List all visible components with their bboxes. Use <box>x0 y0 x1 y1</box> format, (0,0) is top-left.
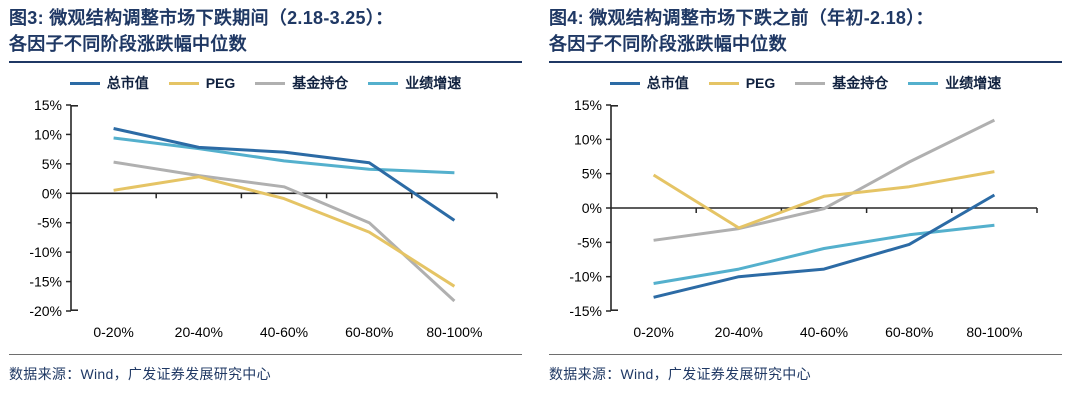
legend-item-peg: PEG <box>168 75 236 91</box>
svg-text:-5%: -5% <box>577 234 602 250</box>
svg-text:0-20%: 0-20% <box>93 324 133 340</box>
figure4-panel: 图4: 微观结构调整市场下跌之前（年初-2.18）： 各因子不同阶段涨跌幅中位数… <box>540 0 1080 405</box>
legend-item-market-cap: 总市值 <box>69 73 149 93</box>
figure3-title-line1: 图3: 微观结构调整市场下跌期间（2.18-3.25）： <box>9 8 394 28</box>
svg-text:40-60%: 40-60% <box>800 324 848 340</box>
market-cap-line-swatch <box>609 81 640 85</box>
svg-text:60-80%: 60-80% <box>345 324 393 340</box>
legend-label-fund-holding: 基金持仓 <box>832 75 889 91</box>
figure3-title: 图3: 微观结构调整市场下跌期间（2.18-3.25）： 各因子不同阶段涨跌幅中… <box>9 5 522 63</box>
svg-text:-20%: -20% <box>29 303 62 319</box>
svg-text:-10%: -10% <box>569 269 602 285</box>
svg-text:40-60%: 40-60% <box>260 324 308 340</box>
figure4-source-note: 数据来源：Wind，广发证券发展研究中心 <box>549 366 811 382</box>
legend-item-fund-holding: 基金持仓 <box>255 73 348 93</box>
figure3-line-chart: -20% -15% -10% -5% 0% 5% 10% 15% 0-20% 20-40% 40-6… <box>29 97 498 340</box>
legend-label-earnings-growth: 业绩增速 <box>405 75 462 91</box>
legend-label-fund-holding: 基金持仓 <box>292 75 349 91</box>
legend-label-market-cap: 总市值 <box>646 75 689 91</box>
market-cap-line-swatch <box>69 81 100 85</box>
svg-text:10%: 10% <box>34 126 62 142</box>
peg-line-swatch <box>168 81 199 85</box>
legend-item-earnings-growth: 业绩增速 <box>908 73 1001 93</box>
figure3-source-note: 数据来源：Wind，广发证券发展研究中心 <box>9 366 271 382</box>
figure4-title: 图4: 微观结构调整市场下跌之前（年初-2.18）： 各因子不同阶段涨跌幅中位数 <box>549 5 1062 63</box>
figure3-panel: 图3: 微观结构调整市场下跌期间（2.18-3.25）： 各因子不同阶段涨跌幅中… <box>9 5 522 382</box>
svg-text:0%: 0% <box>582 200 602 216</box>
figure4-line-chart: -15% -10% -5% 0% 5% 10% 15% 0-20% 20-40% 40-60% 60… <box>569 97 1038 340</box>
figure3-footer-rule <box>9 354 522 355</box>
earnings-growth-line-swatch <box>908 81 939 85</box>
svg-text:15%: 15% <box>574 97 602 113</box>
legend-label-earnings-growth: 业绩增速 <box>945 75 1002 91</box>
svg-text:20-40%: 20-40% <box>175 324 223 340</box>
svg-text:15%: 15% <box>34 97 62 113</box>
svg-text:-15%: -15% <box>29 274 62 290</box>
figure3-legend: 总市值 PEG 基金持仓 业绩增速 <box>9 73 522 93</box>
legend-item-earnings-growth: 业绩增速 <box>368 73 461 93</box>
fund-holding-line-swatch <box>255 81 286 85</box>
svg-text:-15%: -15% <box>569 303 602 319</box>
legend-item-market-cap: 总市值 <box>609 73 689 93</box>
figure4-legend: 总市值 PEG 基金持仓 业绩增速 <box>549 73 1062 93</box>
figure4-title-line1: 图4: 微观结构调整市场下跌之前（年初-2.18）： <box>549 8 934 28</box>
svg-text:-5%: -5% <box>37 215 62 231</box>
legend-label-market-cap: 总市值 <box>106 75 149 91</box>
svg-text:80-100%: 80-100% <box>966 324 1022 340</box>
figure3-title-line2: 各因子不同阶段涨跌幅中位数 <box>9 34 247 54</box>
figure4-footer-rule <box>549 354 1062 355</box>
svg-text:10%: 10% <box>574 131 602 147</box>
earnings-growth-line-swatch <box>368 81 399 85</box>
fund-holding-line-swatch <box>795 81 826 85</box>
svg-text:5%: 5% <box>42 156 62 172</box>
legend-item-fund-holding: 基金持仓 <box>795 73 888 93</box>
svg-text:0%: 0% <box>42 185 62 201</box>
svg-text:20-40%: 20-40% <box>715 324 763 340</box>
svg-text:0-20%: 0-20% <box>633 324 673 340</box>
legend-item-peg: PEG <box>708 75 776 91</box>
legend-label-peg: PEG <box>745 75 776 91</box>
svg-text:60-80%: 60-80% <box>885 324 933 340</box>
legend-label-peg: PEG <box>205 75 236 91</box>
peg-line-swatch <box>708 81 739 85</box>
svg-text:-10%: -10% <box>29 244 62 260</box>
svg-text:80-100%: 80-100% <box>426 324 482 340</box>
figure4-title-line2: 各因子不同阶段涨跌幅中位数 <box>549 34 787 54</box>
svg-text:5%: 5% <box>582 166 602 182</box>
